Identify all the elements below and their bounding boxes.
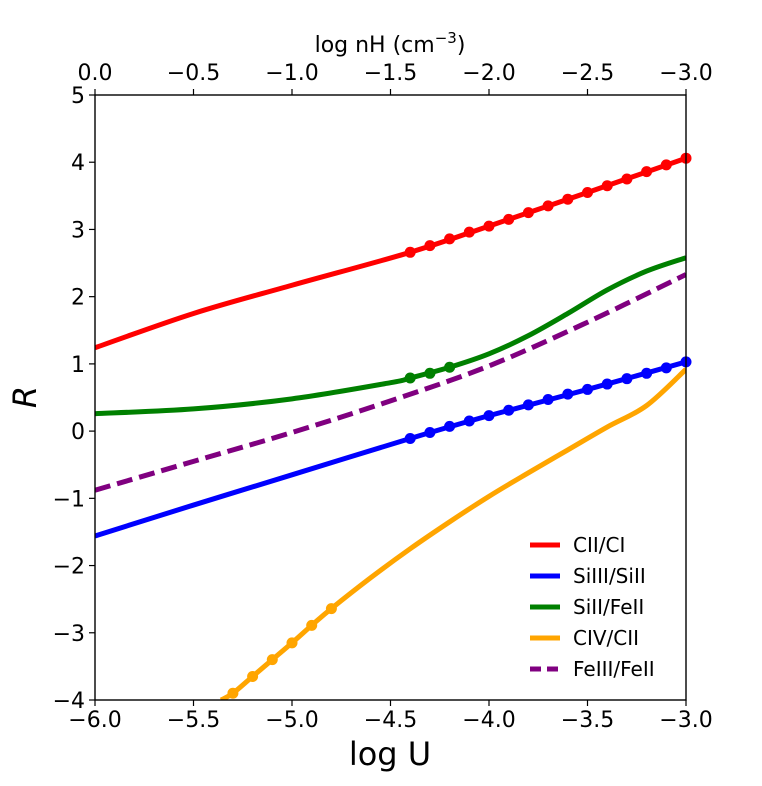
y-tick-label: 2 (71, 286, 85, 311)
data-point-cii-ci (463, 226, 475, 238)
x-tick-label: −3.0 (659, 708, 712, 733)
x-tick-label: −5.5 (167, 708, 220, 733)
top-x-tick-label: −1.0 (265, 61, 318, 86)
data-point-siiii-siii (522, 399, 534, 411)
data-point-siiii-siii (424, 426, 436, 438)
top-x-tick-label: −3.0 (659, 61, 712, 86)
data-point-civ-cii (325, 603, 337, 615)
data-point-siiii-siii (582, 383, 593, 395)
legend-label-feiii-feii: FeIII/FeII (573, 657, 655, 681)
legend-label-cii-ci: CII/CI (573, 533, 625, 557)
top-x-axis-title-end: ) (457, 33, 466, 58)
data-point-cii-ci (424, 240, 436, 252)
data-point-civ-cii (286, 637, 298, 649)
top-x-axis-title-exponent: −3 (435, 29, 457, 47)
data-point-siiii-siii (621, 373, 633, 385)
data-point-cii-ci (404, 246, 416, 258)
data-point-siiii-siii (503, 404, 515, 416)
y-tick-label: 5 (71, 84, 85, 109)
x-tick-label: −3.5 (561, 708, 614, 733)
data-point-cii-ci (621, 173, 633, 185)
data-point-cii-ci (444, 233, 456, 245)
y-tick-label: −3 (53, 622, 85, 647)
data-point-siii-feii (444, 361, 456, 373)
data-point-siiii-siii (601, 378, 613, 390)
data-point-civ-cii (266, 654, 278, 666)
x-axis-title: log U (349, 735, 431, 773)
data-point-cii-ci (601, 180, 613, 192)
legend-label-siiii-siii: SiIII/SiII (573, 564, 646, 588)
data-point-siiii-siii (562, 388, 574, 400)
data-point-siiii-siii (404, 433, 416, 445)
data-point-civ-cii (247, 670, 259, 682)
data-point-cii-ci (660, 159, 672, 171)
top-x-axis-title: log nH (cm−3) (315, 29, 466, 58)
ticks-layer (89, 89, 687, 706)
y-tick-label: 3 (71, 218, 85, 243)
data-point-siiii-siii (463, 415, 475, 427)
series-line-siiii-siii (95, 359, 686, 539)
data-point-siiii-siii (542, 394, 554, 406)
top-x-tick-label: 0.0 (78, 61, 113, 86)
series-layer (95, 152, 692, 700)
data-point-cii-ci (483, 220, 495, 232)
top-x-axis-title-base: log nH (cm (315, 33, 435, 58)
y-tick-label: 0 (71, 420, 85, 445)
x-tick-label: −4.5 (364, 708, 417, 733)
data-point-civ-cii (306, 619, 318, 631)
y-tick-label: −2 (53, 555, 85, 580)
data-point-siiii-siii (444, 420, 456, 432)
y-tick-label: −1 (53, 487, 85, 512)
data-point-cii-ci (582, 186, 593, 198)
top-x-tick-label: −1.5 (364, 61, 417, 86)
series-line-civ-cii (219, 367, 686, 700)
legend-label-civ-cii: CIV/CII (573, 626, 639, 650)
data-point-cii-ci (562, 193, 574, 205)
data-point-cii-ci (503, 213, 515, 225)
data-point-civ-cii (227, 687, 239, 699)
plot-frame (94, 94, 687, 701)
x-tick-label: −6.0 (68, 708, 121, 733)
data-point-siii-feii (404, 372, 416, 384)
data-point-siiii-siii (641, 367, 653, 379)
markers-group (227, 152, 692, 699)
x-tick-label: −5.0 (265, 708, 318, 733)
y-tick-label: 1 (71, 353, 85, 378)
data-point-cii-ci (522, 207, 534, 219)
data-point-cii-ci (641, 166, 653, 178)
y-tick-label: −4 (53, 689, 85, 714)
data-point-siiii-siii (660, 362, 672, 374)
legend-label-siii-feii: SiII/FeII (573, 595, 644, 619)
top-x-tick-label: −2.5 (561, 61, 614, 86)
legend: CII/CI SiIII/SiII SiII/FeII CIV/CII FeIII/Fe… (530, 533, 655, 681)
y-axis-title: R (6, 386, 44, 408)
x-tick-label: −4.0 (462, 708, 515, 733)
top-x-tick-label: −0.5 (167, 61, 220, 86)
data-point-siiii-siii (483, 410, 495, 422)
top-x-tick-label: −2.0 (462, 61, 515, 86)
y-tick-label: 4 (71, 151, 85, 176)
labels-layer: −6.0 −5.5 −5.0 −4.5 −4.0 −3.5 −3.0 0.0 −0.5 −1.0 −… (53, 61, 713, 733)
series-line-feiii-feii (95, 272, 686, 493)
series-line-siii-feii (95, 255, 686, 417)
data-point-cii-ci (542, 200, 554, 212)
data-point-siii-feii (424, 367, 436, 379)
